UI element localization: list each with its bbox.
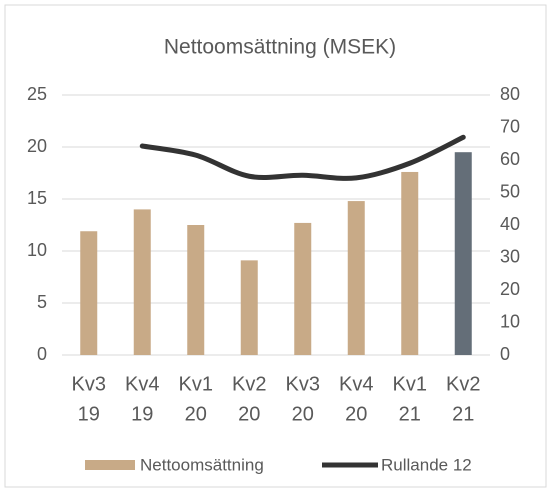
y2-tick-label: 40 [500,214,520,234]
x-tick-label: Kv2 [232,373,266,395]
x-tick-label: Kv1 [393,373,427,395]
y2-tick-label: 50 [500,181,520,201]
bar [80,231,98,355]
y2-tick-label: 60 [500,149,520,169]
x-tick-label: 19 [131,403,153,425]
bar [347,201,365,355]
x-tick-label: Kv1 [179,373,213,395]
x-tick-label: Kv2 [446,373,480,395]
x-tick-label: 20 [238,403,260,425]
legend-label: Nettoomsättning [140,455,264,474]
y2-tick-label: 70 [500,116,520,136]
line [139,134,466,181]
bar [294,222,312,355]
y-tick-label: 5 [37,292,47,312]
bar [187,225,205,355]
y-tick-label: 25 [27,84,47,104]
x-tick-label: Kv3 [72,373,106,395]
y2-tick-label: 30 [500,246,520,266]
bar [454,152,472,355]
x-tick-label: 21 [399,403,421,425]
x-tick-label: Kv3 [286,373,320,395]
x-tick-label: Kv4 [125,373,159,395]
y-tick-label: 0 [37,344,47,364]
y2-tick-label: 10 [500,311,520,331]
y2-tick-label: 80 [500,84,520,104]
bar [240,260,258,355]
y-tick-label: 10 [27,240,47,260]
x-tick-label: 20 [292,403,314,425]
chart-title: Nettoomsättning (MSEK) [164,36,396,59]
bar [401,171,419,355]
y-tick-label: 20 [27,136,47,156]
legend-swatch [85,460,135,470]
x-tick-label: 19 [78,403,100,425]
y2-tick-label: 0 [500,344,510,364]
y2-tick-label: 20 [500,279,520,299]
legend-label: Rullande 12 [381,455,472,474]
x-tick-label: Kv4 [339,373,373,395]
x-tick-label: 20 [345,403,367,425]
y-tick-label: 15 [27,188,47,208]
x-tick-label: 20 [185,403,207,425]
x-tick-label: 21 [452,403,474,425]
bar [133,209,151,355]
